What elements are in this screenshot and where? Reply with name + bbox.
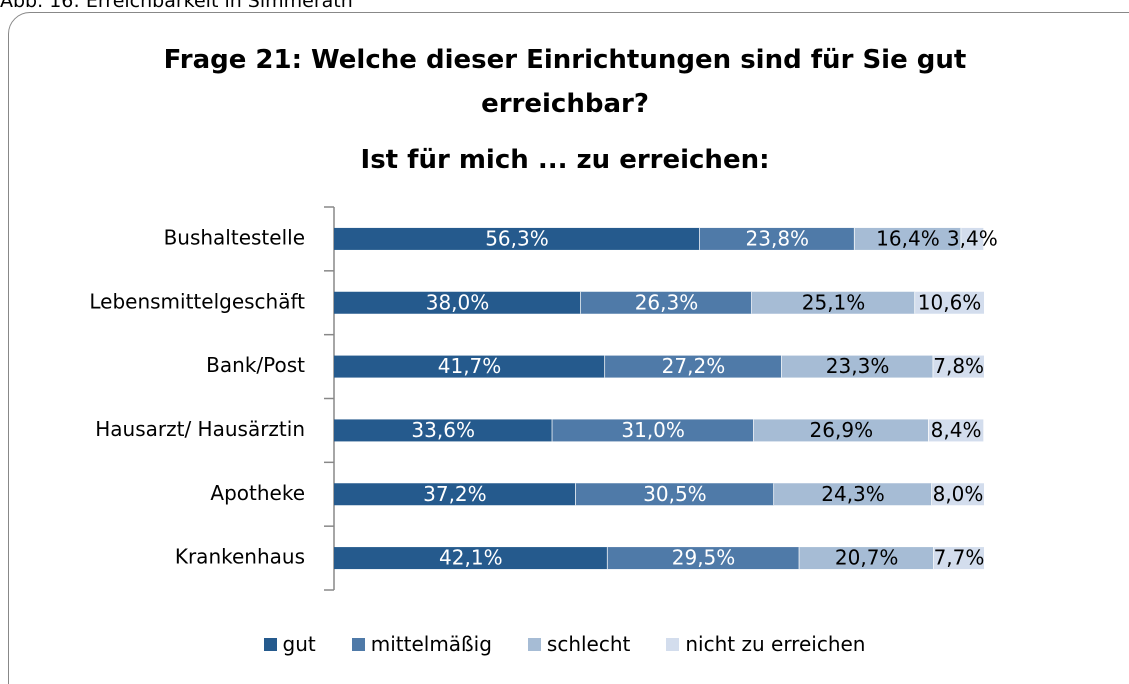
value-label: 7,8%: [933, 354, 984, 378]
bar-segment: [753, 419, 929, 442]
bar-segment: [575, 483, 775, 506]
legend-label: mittelmäßig: [370, 632, 492, 656]
bar-segment: [334, 355, 606, 378]
category-label: Krankenhaus: [175, 545, 305, 569]
value-label: 38,0%: [426, 290, 490, 314]
bar-segment: [781, 355, 934, 378]
value-label: 33,6%: [411, 418, 475, 442]
value-label: 8,0%: [933, 482, 984, 506]
chart-subtitle: Ist für mich ... zu erreichen:: [360, 145, 770, 175]
legend-swatch: [527, 637, 541, 651]
value-label: 29,5%: [672, 546, 736, 570]
bar-segment: [334, 483, 576, 506]
chart-title: Frage 21: Welche dieser Einrichtungen si…: [163, 45, 967, 119]
value-label: 26,3%: [635, 290, 699, 314]
legend-swatch: [351, 637, 365, 651]
value-label: 31,0%: [621, 418, 685, 442]
bar-segment: [933, 355, 984, 378]
bar-segment: [605, 355, 782, 378]
bar-segment: [854, 227, 962, 250]
value-label: 41,7%: [438, 354, 502, 378]
legend-item: schlecht: [527, 632, 631, 656]
value-label: 24,3%: [821, 482, 885, 506]
value-label: 25,1%: [802, 290, 866, 314]
value-label: 10,6%: [918, 290, 982, 314]
bar-segment: [581, 291, 752, 314]
value-label: 27,2%: [662, 354, 726, 378]
value-label: 30,5%: [643, 482, 707, 506]
legend-item: mittelmäßig: [351, 632, 492, 656]
value-label: 23,8%: [746, 226, 810, 250]
value-label: 7,7%: [934, 546, 985, 570]
bar-segment: [552, 419, 754, 442]
legend-label: nicht zu erreichen: [685, 632, 866, 656]
value-label: 23,3%: [826, 354, 890, 378]
value-label: 56,3%: [485, 226, 549, 250]
bar-segment: [961, 227, 984, 250]
bar-segment: [334, 227, 700, 250]
legend-swatch: [666, 637, 680, 651]
caption: Abb. 16: Erreichbarkeit in Simmerath: [0, 0, 353, 12]
bar-segment: [607, 547, 800, 570]
bar-segment: [334, 419, 553, 442]
value-label: 3,4%: [947, 226, 998, 250]
category-label: Bank/Post: [206, 353, 305, 377]
category-label: Bushaltestelle: [164, 225, 305, 249]
bar-segment: [799, 547, 934, 570]
bar-segment: [334, 547, 608, 570]
legend: gut mittelmäßig schlecht nicht zu erreichen: [0, 632, 1129, 656]
value-label: 16,4%: [876, 226, 940, 250]
value-label: 42,1%: [439, 546, 503, 570]
category-label: Apotheke: [210, 481, 305, 505]
value-label: 20,7%: [835, 546, 899, 570]
bar-segment: [699, 227, 855, 250]
category-label: Hausarzt/ Hausärztin: [95, 417, 305, 441]
value-label: 26,9%: [810, 418, 874, 442]
bar-segment: [334, 291, 581, 314]
legend-item: nicht zu erreichen: [666, 632, 865, 656]
bar-segment: [928, 419, 984, 442]
bar-segment: [932, 483, 984, 506]
bar-segment: [933, 547, 984, 570]
value-label: 37,2%: [423, 482, 487, 506]
legend-swatch: [263, 637, 277, 651]
bar-segment: [751, 291, 916, 314]
legend-item: gut: [263, 632, 316, 656]
category-label: Lebensmittelgeschäft: [89, 289, 305, 313]
chart-frame: [8, 12, 1129, 684]
bar-segment: [774, 483, 932, 506]
legend-label: gut: [282, 632, 316, 656]
bar-segment: [915, 291, 984, 314]
legend-label: schlecht: [546, 632, 631, 656]
value-label: 8,4%: [931, 418, 982, 442]
